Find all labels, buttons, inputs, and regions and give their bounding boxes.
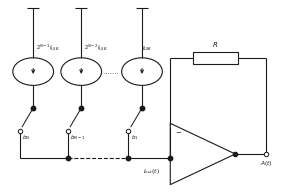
Bar [193,52,238,64]
Text: $2^{N-2}I_{LSB}$: $2^{N-2}I_{LSB}$ [84,43,107,53]
Text: $2^{N-1}I_{LSB}$: $2^{N-1}I_{LSB}$ [36,43,59,53]
Text: $b_N$: $b_N$ [22,133,31,142]
Text: $A(t)$: $A(t)$ [260,159,273,168]
Text: .......: ....... [103,69,119,74]
Text: $b_1$: $b_1$ [131,133,139,142]
Text: $R$: $R$ [212,40,219,48]
Text: $-$: $-$ [175,128,183,134]
Text: $b_{N-1}$: $b_{N-1}$ [70,133,86,142]
Text: $I_{out}(t)$: $I_{out}(t)$ [143,167,160,176]
Text: $I_{LSB}$: $I_{LSB}$ [142,44,152,53]
